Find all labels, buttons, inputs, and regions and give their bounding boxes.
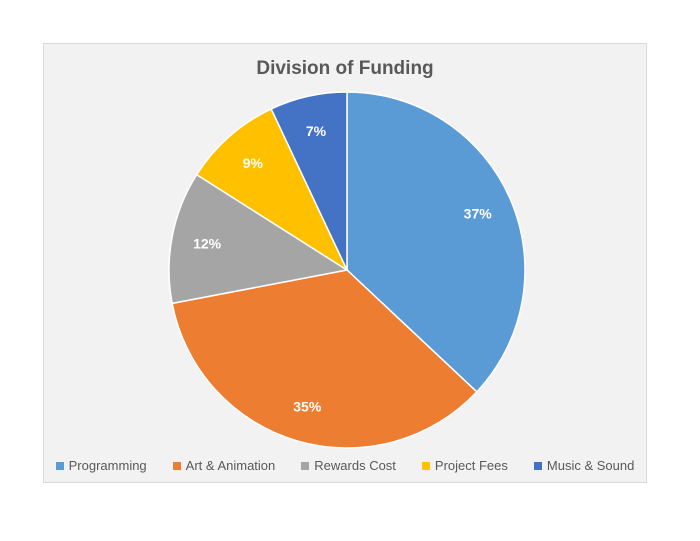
legend-label: Art & Animation [185,458,276,473]
chart-title: Division of Funding [256,58,434,79]
data-label-music-sound: 7% [306,123,327,139]
legend-item-rewards-cost: Rewards Cost [301,458,396,473]
legend-label: Music & Sound [546,458,635,473]
pie-slice-music-sound [270,91,348,271]
pie-chart: 37% 35% 12% 9% 7% [168,91,526,449]
pie-slice-programming [346,91,526,393]
pie-slice-rewards-cost [168,173,350,305]
pie-slice-project-fees [195,107,349,273]
legend-label: Programming [68,458,147,473]
legend-swatch [421,461,430,470]
data-label-programming: 37% [464,205,493,221]
data-label-rewards-cost: 12% [193,235,222,251]
legend-label: Rewards Cost [314,458,396,473]
legend-swatch [172,461,181,470]
legend-swatch [533,461,542,470]
pie-slice-art-animation [171,269,478,449]
legend: Programming Art & Animation Rewards Cost Pr… [44,458,646,473]
legend-item-music-sound: Music & Sound [533,458,635,473]
legend-swatch [301,461,310,470]
chart-area: Division of Funding 37% 35% 12% 9% 7% Progra… [43,43,647,483]
legend-item-programming: Programming [55,458,147,473]
legend-label: Project Fees [434,458,508,473]
legend-swatch [55,461,64,470]
data-label-project-fees: 9% [243,155,264,171]
legend-item-art-animation: Art & Animation [172,458,276,473]
data-label-art-animation: 35% [293,399,322,415]
legend-item-project-fees: Project Fees [421,458,508,473]
